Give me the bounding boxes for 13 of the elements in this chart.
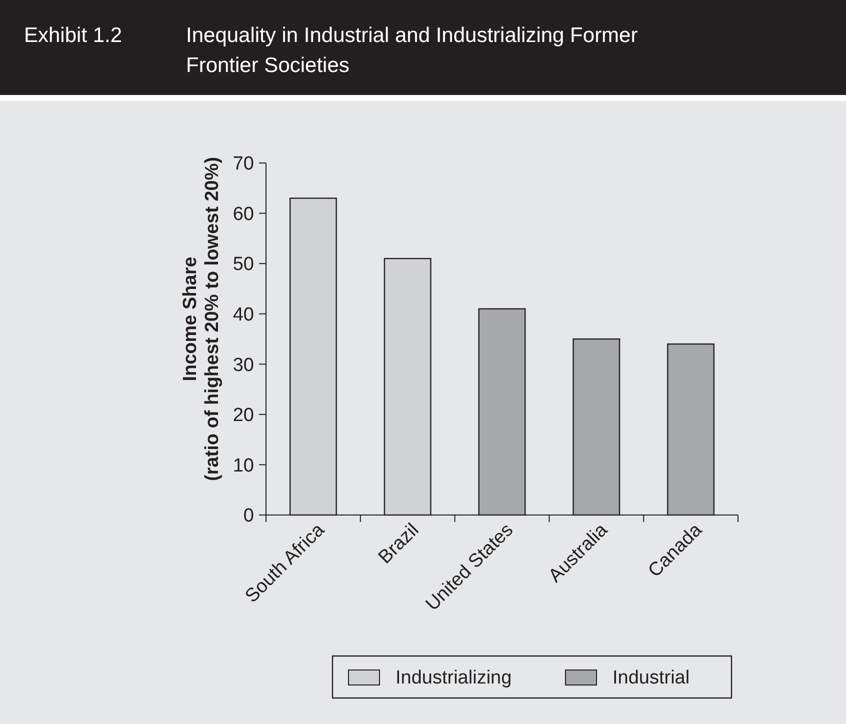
legend-label: Industrializing — [396, 668, 512, 689]
y-tick-label: 60 — [232, 204, 254, 225]
y-axis-title: Income Share (ratio of highest 20% to lowest 20%) — [180, 156, 223, 482]
y-tick-label: 30 — [232, 354, 254, 376]
y-tick-label: 70 — [232, 154, 254, 175]
legend-label: Industrial — [612, 668, 690, 689]
y-tick-label: 0 — [243, 506, 254, 527]
y-tick-label: 50 — [232, 254, 254, 276]
chart-title: Inequality in Industrial and Industrializing Former Frontier Societies — [186, 24, 638, 77]
y-tick-label: 40 — [232, 304, 254, 326]
y-tick-label: 20 — [232, 405, 254, 426]
y-tick-label: 10 — [232, 455, 254, 476]
text: Exhibit 1.2 — [24, 24, 122, 47]
